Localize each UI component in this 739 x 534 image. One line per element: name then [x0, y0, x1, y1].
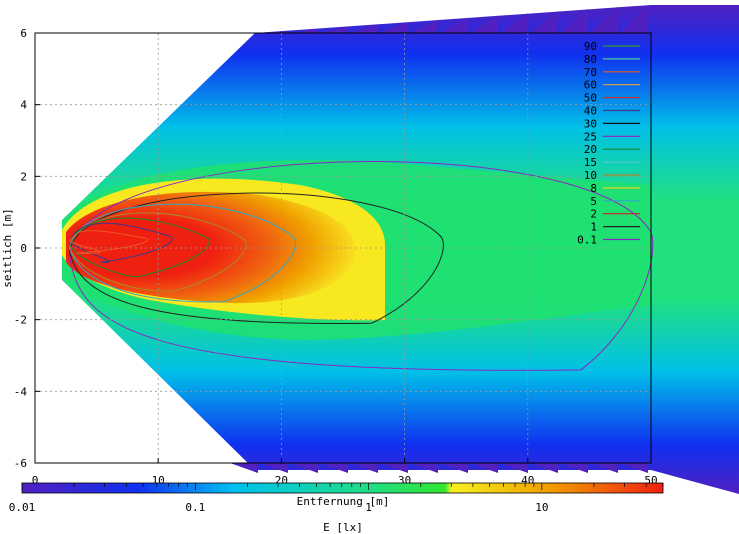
- grid-lines: [35, 33, 651, 463]
- legend-label: 2: [590, 208, 597, 221]
- beam-edge-tooth-top: [350, 24, 378, 33]
- beam-edge-tooth-bottom: [410, 463, 438, 473]
- beam-edge-tooth-top: [410, 19, 438, 33]
- legend-label: 5: [590, 195, 597, 208]
- beam-edge-tooth-top: [590, 6, 618, 33]
- legend-label: 1: [590, 221, 597, 234]
- beam-edge-tooth-bottom: [590, 463, 618, 473]
- y-axis-label: seitlich [m]: [1, 208, 14, 287]
- hot-region: [66, 191, 356, 304]
- contour-lines: [68, 160, 654, 371]
- legend-label: 70: [584, 66, 597, 79]
- beam-edge-tooth-top: [440, 17, 468, 33]
- contour-20: [68, 217, 210, 278]
- legend-label: 40: [584, 105, 597, 118]
- beam-edge-teeth: [230, 5, 648, 473]
- contour-10: [68, 212, 247, 292]
- beam-edge-tooth-bottom: [260, 463, 288, 473]
- beam-edge-tooth-bottom: [500, 463, 528, 473]
- beam-edge-tooth-top: [470, 15, 498, 33]
- beam-edge-tooth-top: [320, 26, 348, 33]
- y-tick-label: -2: [14, 314, 27, 327]
- contour-40: [68, 222, 173, 263]
- beam-edge-tooth-bottom: [620, 463, 648, 473]
- beam-edge-tooth-bottom: [320, 463, 348, 473]
- legend-label: 25: [584, 130, 597, 143]
- x-tick-label: 0: [32, 474, 39, 487]
- beam-edge-tooth-top: [290, 28, 318, 33]
- beam-edge-tooth-top: [380, 22, 408, 33]
- legend-label: 60: [584, 79, 597, 92]
- legend-label: 10: [584, 169, 597, 182]
- legend-label: 20: [584, 143, 597, 156]
- beam-edge-tooth-top: [560, 8, 588, 34]
- colorbar: [21, 482, 664, 494]
- colorbar-label: E [lx]: [323, 521, 363, 534]
- y-tick-label: -6: [14, 457, 27, 470]
- beam-edge-tooth-bottom: [560, 463, 588, 473]
- y-tick-label: 0: [20, 242, 27, 255]
- y-tick-label: 4: [20, 99, 27, 112]
- beam-edge-tooth-bottom: [440, 463, 468, 473]
- beam-edge-tooth-top: [620, 5, 648, 33]
- legend-label: 90: [584, 40, 597, 53]
- x-axis-label: Entfernung [m]: [297, 495, 390, 508]
- contour-1: [68, 192, 444, 325]
- y-axis-ticks: 6 4 2 0 -2 -4 -6: [14, 27, 40, 470]
- contour-0.1: [68, 160, 654, 371]
- colorbar-tick-label: 0.01: [9, 501, 36, 514]
- colorbar-tick-label: 0.1: [185, 501, 205, 514]
- legend-label: 8: [590, 182, 597, 195]
- beam-edge-tooth-bottom: [380, 463, 408, 473]
- beam-edge-tooth-bottom: [350, 463, 378, 473]
- legend-label: 15: [584, 156, 597, 169]
- y-tick-label: 6: [20, 27, 27, 40]
- beam-edge-tooth-top: [500, 13, 528, 33]
- legend-label: 30: [584, 117, 597, 130]
- beam-edge-tooth-bottom: [290, 463, 318, 473]
- legend-label: 0.1: [577, 234, 597, 247]
- legend-label: 80: [584, 53, 597, 66]
- beam-edge-tooth-top: [530, 11, 558, 33]
- beam-edge-tooth-top: [260, 30, 288, 33]
- beam-edge-tooth-bottom: [470, 463, 498, 473]
- y-tick-label: 2: [20, 170, 27, 183]
- colorbar-tick-label: 10: [535, 501, 548, 514]
- beam-edge-tooth-bottom: [530, 463, 558, 473]
- contour-70: [68, 230, 148, 254]
- legend-label: 50: [584, 92, 597, 105]
- colorbar-tick-label: 1: [365, 501, 372, 514]
- contour-5: [68, 203, 296, 303]
- colorbar-ticks: 0.01 0.1 1 10: [9, 483, 664, 514]
- beam-edge-tooth-bottom: [230, 463, 258, 473]
- y-tick-label: -4: [14, 385, 28, 398]
